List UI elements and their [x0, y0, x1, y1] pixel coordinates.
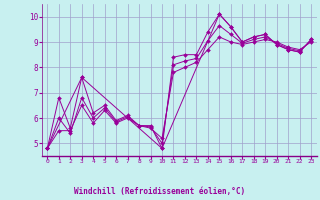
- Text: Windchill (Refroidissement éolien,°C): Windchill (Refroidissement éolien,°C): [75, 187, 245, 196]
